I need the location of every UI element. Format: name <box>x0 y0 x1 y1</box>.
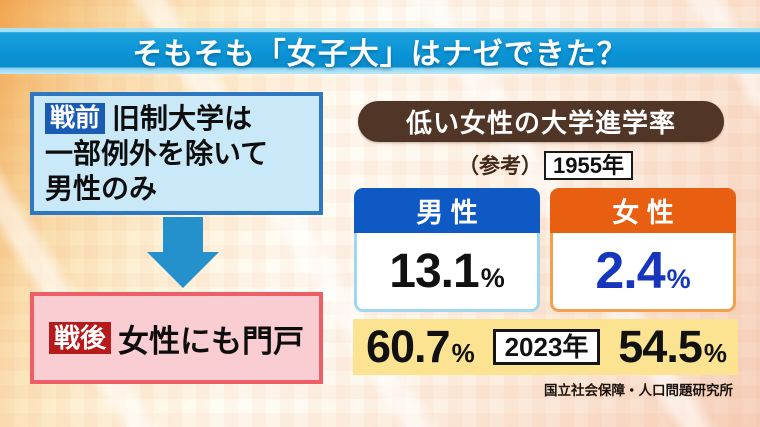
down-arrow-head-icon <box>147 252 219 288</box>
male-1955-value: 13.1 <box>389 244 479 298</box>
female-2023-value: 54.5 <box>618 321 703 372</box>
female-1955-unit: % <box>666 264 691 294</box>
prewar-line-1-text: 旧制大学は <box>112 103 253 134</box>
female-2023-figure: 54.5 % <box>618 321 727 373</box>
prewar-badge: 戦前 <box>45 103 106 134</box>
female-card-body: 2.4 % <box>550 233 736 312</box>
postwar-text: 女性にも門戸 <box>118 323 304 359</box>
page-title: そもそも「女子大」はナゼできた？ <box>132 38 628 71</box>
female-2023-unit: % <box>703 338 727 368</box>
prewar-line-1: 戦前 旧制大学は <box>45 101 311 136</box>
male-1955-figure: 13.1 % <box>389 244 504 299</box>
female-card-header: 女 性 <box>550 188 736 233</box>
year-2023-box: 2023年 <box>492 329 601 365</box>
male-1955-unit: % <box>480 262 505 293</box>
female-1955-value: 2.4 <box>595 242 665 300</box>
recent-year-band: 60.7 % 2023年 54.5 % <box>353 319 738 375</box>
male-card-header: 男 性 <box>354 188 540 233</box>
postwar-box: 戦後 女性にも門戸 <box>30 292 323 384</box>
prewar-line-3: 男性のみ <box>45 173 158 204</box>
prewar-line-2: 一部例外を除いて <box>45 138 269 169</box>
stats-heading-pill: 低い女性の大学進学率 <box>358 101 724 142</box>
year-1955-box: 1955年 <box>544 150 633 180</box>
prewar-box: 戦前 旧制大学は 一部例外を除いて 男性のみ <box>30 92 323 215</box>
source-credit: 国立社会保障・人口問題研究所 <box>544 383 733 398</box>
male-2023-figure: 60.7 % <box>366 321 475 373</box>
reference-row: （参考） 1955年 <box>353 150 738 180</box>
down-arrow-icon <box>163 217 203 253</box>
postwar-badge: 戦後 <box>48 322 111 354</box>
male-card-body: 13.1 % <box>354 233 540 312</box>
title-bar: そもそも「女子大」はナゼできた？ <box>0 28 760 74</box>
stats-heading-text: 低い女性の大学進学率 <box>405 108 676 138</box>
male-stat-card: 男 性 13.1 % <box>354 188 540 312</box>
female-stat-card: 女 性 2.4 % <box>550 188 736 312</box>
male-2023-value: 60.7 <box>366 321 451 372</box>
reference-label: （参考） <box>458 155 543 178</box>
male-2023-unit: % <box>451 338 475 368</box>
female-1955-figure: 2.4 % <box>595 241 690 301</box>
